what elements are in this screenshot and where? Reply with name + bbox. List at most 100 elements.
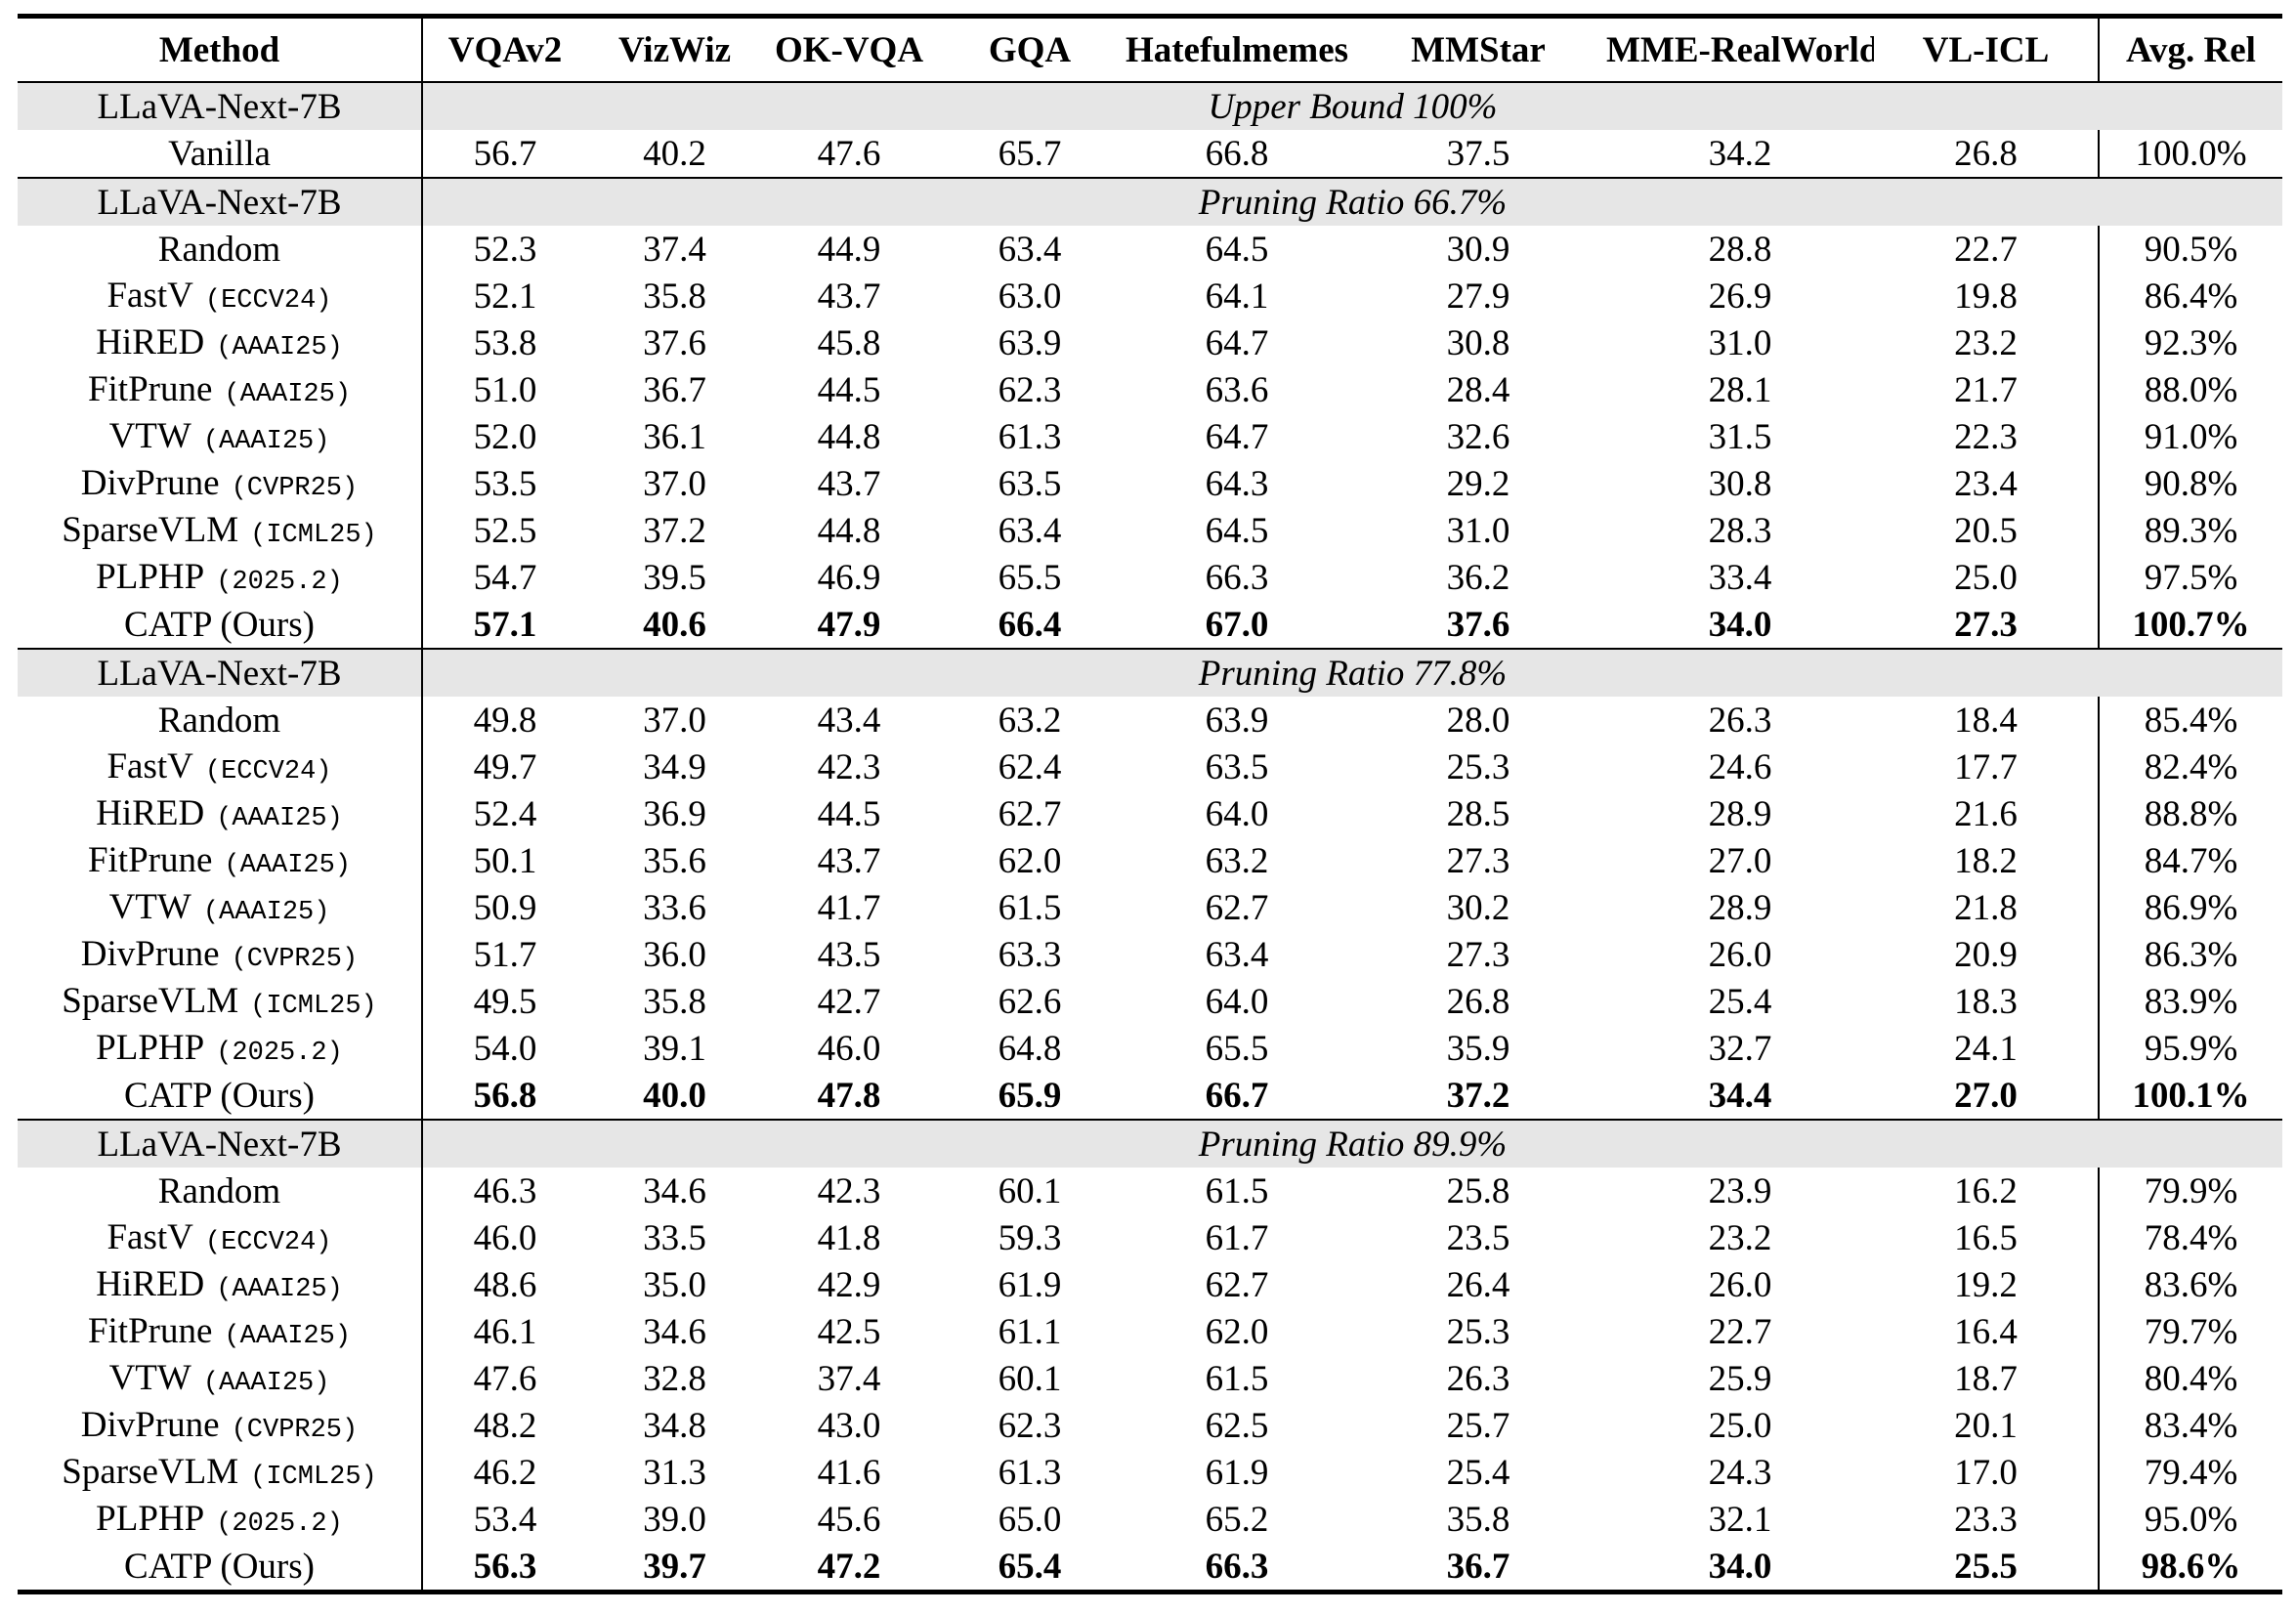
value-cell: 88.8% <box>2098 790 2282 837</box>
value-cell: 25.3 <box>1446 746 1510 787</box>
value-cell: 62.7 <box>1205 1264 1269 1305</box>
value-cell: 35.8 <box>1446 1499 1510 1540</box>
value-cell: 28.1 <box>1708 369 1772 410</box>
value-cell: 22.7 <box>1708 1311 1772 1352</box>
value-cell: 26.9 <box>1708 276 1772 317</box>
value-cell: 36.1 <box>643 416 706 457</box>
data-row: VTW (AAAI25) 47.6 32.8 37.4 60.1 61.5 26.3 25.9 1… <box>18 1355 2282 1402</box>
method-cell: FastV (ECCV24) <box>18 743 423 790</box>
method-name: SparseVLM <box>62 510 239 550</box>
value-cell: 63.0 <box>998 276 1062 317</box>
value-cell: 28.9 <box>1708 887 1772 928</box>
value-cell: 47.9 <box>817 604 881 645</box>
method-venue: (CVPR25) <box>231 474 359 503</box>
method-cell: Random <box>18 226 423 273</box>
value-cell: 64.3 <box>1205 463 1269 504</box>
value-cell: 33.5 <box>643 1217 706 1258</box>
value-cell: 42.7 <box>817 981 881 1022</box>
data-row: FitPrune (AAAI25) 50.1 35.6 43.7 62.0 63.2 27.3… <box>18 837 2282 884</box>
value-cell: 28.4 <box>1446 369 1510 410</box>
section-model: LLaVA-Next-7B <box>18 177 423 226</box>
method-cell: DivPrune (CVPR25) <box>18 460 423 507</box>
method-venue: (AAAI25) <box>216 1275 343 1304</box>
value-cell: 31.3 <box>643 1452 706 1493</box>
value-cell: 46.0 <box>473 1217 537 1258</box>
value-cell: 35.8 <box>643 981 706 1022</box>
value-cell: 65.7 <box>998 133 1062 174</box>
value-cell: 65.0 <box>998 1499 1062 1540</box>
value-cell: 23.4 <box>1954 463 2018 504</box>
value-cell: 35.8 <box>643 276 706 317</box>
value-cell: 24.1 <box>1954 1028 2018 1069</box>
method-name: CATP (Ours) <box>124 1075 315 1116</box>
section-row: LLaVA-Next-7B Pruning Ratio 89.9% <box>18 1119 2282 1168</box>
value-cell: 37.6 <box>643 322 706 363</box>
value-cell: 25.0 <box>1954 557 2018 598</box>
value-cell: 32.7 <box>1708 1028 1772 1069</box>
value-cell: 64.7 <box>1205 322 1269 363</box>
data-row: Random 52.3 37.4 44.9 63.4 64.5 30.9 28.8 22.7 90… <box>18 226 2282 273</box>
value-cell: 47.2 <box>817 1546 881 1587</box>
value-cell: 25.0 <box>1708 1405 1772 1446</box>
value-cell: 37.0 <box>643 463 706 504</box>
data-row: HiRED (AAAI25) 52.4 36.9 44.5 62.7 64.0 28.5 28.… <box>18 790 2282 837</box>
value-cell: 62.0 <box>998 840 1062 881</box>
value-cell: 83.4% <box>2098 1402 2282 1449</box>
value-cell: 65.5 <box>1205 1028 1269 1069</box>
value-cell: 30.2 <box>1446 887 1510 928</box>
method-cell: FitPrune (AAAI25) <box>18 366 423 413</box>
value-cell: 48.2 <box>473 1405 537 1446</box>
value-cell: 28.0 <box>1446 700 1510 741</box>
value-cell: 53.8 <box>473 322 537 363</box>
value-cell: 26.8 <box>1446 981 1510 1022</box>
value-cell: 100.0% <box>2098 130 2282 178</box>
value-cell: 66.3 <box>1205 1546 1269 1587</box>
value-cell: 19.8 <box>1954 276 2018 317</box>
method-name: PLPHP <box>96 1499 205 1539</box>
method-name: FitPrune <box>87 369 213 409</box>
column-header: OK-VQA <box>762 16 936 83</box>
method-cell: FastV (ECCV24) <box>18 1214 423 1261</box>
method-name: FastV <box>106 1217 193 1257</box>
method-venue: (2025.2) <box>216 1039 343 1068</box>
value-cell: 54.0 <box>473 1028 537 1069</box>
value-cell: 32.8 <box>643 1358 706 1399</box>
method-cell: DivPrune (CVPR25) <box>18 1402 423 1449</box>
data-row: VTW (AAAI25) 50.9 33.6 41.7 61.5 62.7 30.2 28.9 2… <box>18 884 2282 931</box>
value-cell: 47.8 <box>817 1075 881 1116</box>
value-cell: 19.2 <box>1954 1264 2018 1305</box>
value-cell: 61.5 <box>1205 1358 1269 1399</box>
value-cell: 26.3 <box>1446 1358 1510 1399</box>
method-venue: (ECCV24) <box>204 757 332 786</box>
method-name: CATP (Ours) <box>124 1546 315 1587</box>
data-row: SparseVLM (ICML25) 46.2 31.3 41.6 61.3 61.9 25.… <box>18 1449 2282 1496</box>
value-cell: 39.7 <box>643 1546 706 1587</box>
value-cell: 49.7 <box>473 746 537 787</box>
value-cell: 46.9 <box>817 557 881 598</box>
value-cell: 65.2 <box>1205 1499 1269 1540</box>
value-cell: 64.7 <box>1205 416 1269 457</box>
method-venue: (AAAI25) <box>216 333 343 362</box>
method-name: FitPrune <box>87 840 213 880</box>
value-cell: 63.2 <box>998 700 1062 741</box>
value-cell: 60.1 <box>998 1170 1062 1211</box>
value-cell: 65.5 <box>998 557 1062 598</box>
value-cell: 30.9 <box>1446 229 1510 270</box>
column-header: Avg. Rel <box>2098 16 2282 83</box>
method-name: FastV <box>106 746 193 786</box>
value-cell: 61.1 <box>998 1311 1062 1352</box>
value-cell: 28.5 <box>1446 793 1510 834</box>
value-cell: 42.3 <box>817 746 881 787</box>
value-cell: 61.5 <box>998 887 1062 928</box>
value-cell: 44.9 <box>817 229 881 270</box>
value-cell: 46.0 <box>817 1028 881 1069</box>
value-cell: 61.5 <box>1205 1170 1269 1211</box>
value-cell: 27.0 <box>1954 1075 2018 1116</box>
section-setting: Pruning Ratio 89.9% <box>422 1119 2282 1168</box>
value-cell: 52.0 <box>473 416 537 457</box>
section-model: LLaVA-Next-7B <box>18 1119 423 1168</box>
value-cell: 56.7 <box>473 133 537 174</box>
method-name: HiRED <box>96 1264 205 1304</box>
value-cell: 98.6% <box>2098 1543 2282 1593</box>
value-cell: 37.4 <box>643 229 706 270</box>
